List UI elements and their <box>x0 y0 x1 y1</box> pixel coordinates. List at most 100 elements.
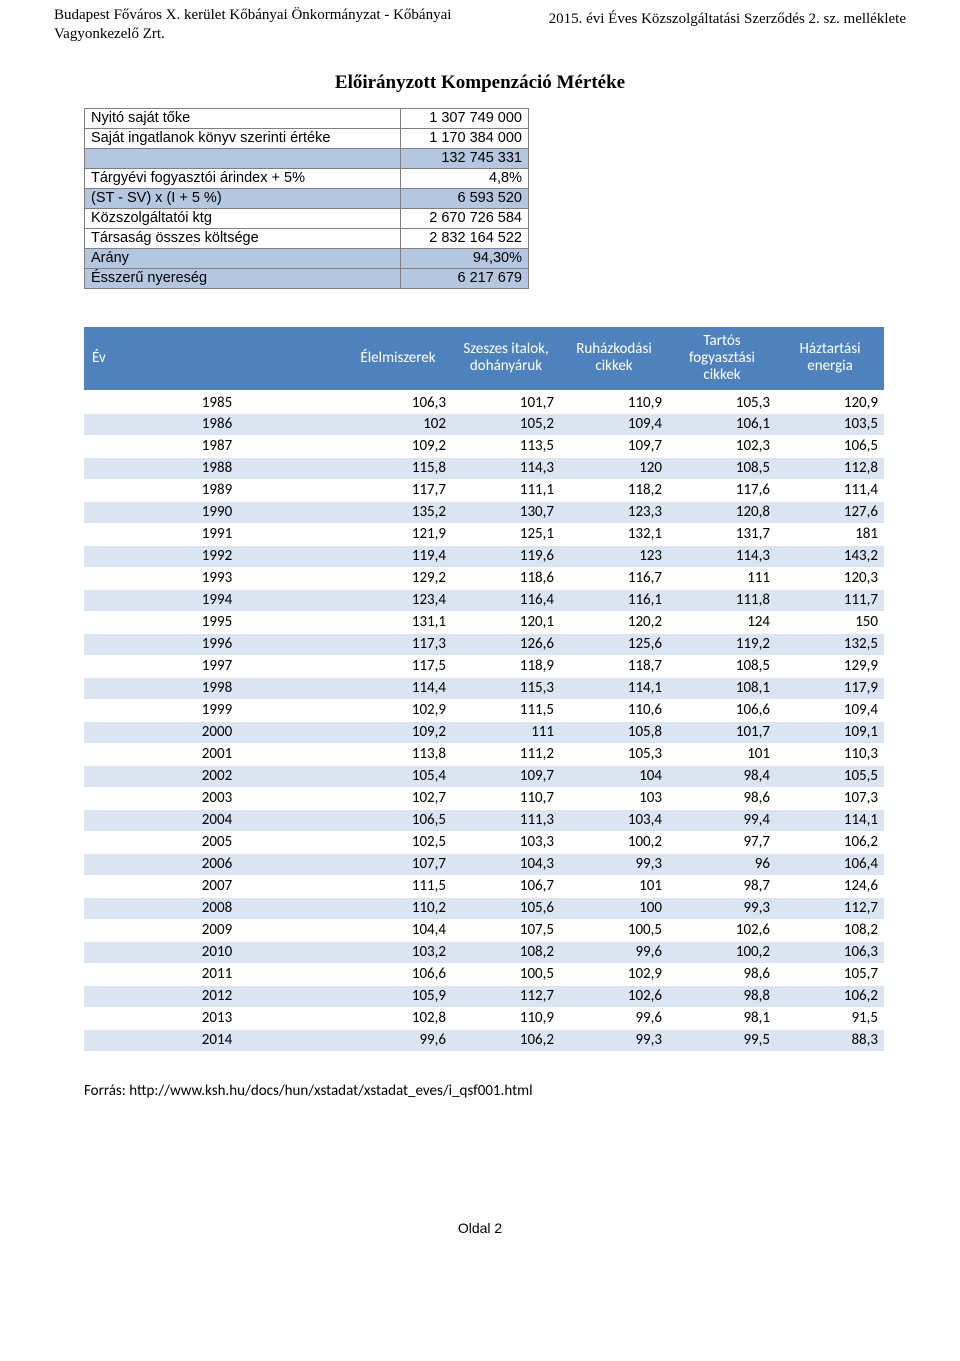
summary-label: Közszolgáltatói ktg <box>85 208 401 228</box>
cell-value: 106,6 <box>668 699 776 721</box>
cell-value: 103,3 <box>452 831 560 853</box>
col-energy: Háztartási energia <box>776 327 884 392</box>
cell-value: 132,5 <box>776 633 884 655</box>
cell-value: 120,1 <box>452 611 560 633</box>
cell-year: 2003 <box>84 787 344 809</box>
cell-value: 101,7 <box>452 391 560 413</box>
table-row: 2000109,2111105,8101,7109,1 <box>84 721 884 743</box>
cell-value: 105,6 <box>452 897 560 919</box>
cell-value: 110,7 <box>452 787 560 809</box>
cell-year: 1998 <box>84 677 344 699</box>
cell-value: 135,2 <box>344 501 452 523</box>
cell-value: 100 <box>560 897 668 919</box>
cell-value: 99,6 <box>344 1029 452 1051</box>
header-left: Budapest Főváros X. kerület Kőbányai Önk… <box>54 6 494 44</box>
cell-value: 102,6 <box>668 919 776 941</box>
page-title: Előirányzott Kompenzáció Mértéke <box>54 72 906 94</box>
cell-value: 114,1 <box>776 809 884 831</box>
cell-value: 108,5 <box>668 457 776 479</box>
table-row: 1989117,7111,1118,2117,6111,4 <box>84 479 884 501</box>
cell-year: 1988 <box>84 457 344 479</box>
summary-value: 1 170 384 000 <box>401 128 529 148</box>
cell-value: 114,3 <box>452 457 560 479</box>
cell-year: 1996 <box>84 633 344 655</box>
cell-value: 106,1 <box>668 413 776 435</box>
cell-value: 116,1 <box>560 589 668 611</box>
cell-value: 99,4 <box>668 809 776 831</box>
cell-value: 106,3 <box>344 391 452 413</box>
cell-value: 97,7 <box>668 831 776 853</box>
cell-year: 1991 <box>84 523 344 545</box>
cell-value: 103,5 <box>776 413 884 435</box>
table-row: 2002105,4109,710498,4105,5 <box>84 765 884 787</box>
summary-label: Tárgyévi fogyasztói árindex + 5% <box>85 168 401 188</box>
summary-value: 94,30% <box>401 248 529 268</box>
cell-value: 106,6 <box>344 963 452 985</box>
table-row: 1995131,1120,1120,2124150 <box>84 611 884 633</box>
summary-row: 132 745 331 <box>85 148 529 168</box>
cell-value: 119,4 <box>344 545 452 567</box>
cell-year: 2004 <box>84 809 344 831</box>
cell-year: 1987 <box>84 435 344 457</box>
cell-value: 125,1 <box>452 523 560 545</box>
table-row: 1985106,3101,7110,9105,3120,9 <box>84 391 884 413</box>
cell-value: 99,3 <box>560 853 668 875</box>
cell-value: 91,5 <box>776 1007 884 1029</box>
cell-value: 101,7 <box>668 721 776 743</box>
cell-value: 118,9 <box>452 655 560 677</box>
cell-value: 117,6 <box>668 479 776 501</box>
summary-label: Ésszerű nyereség <box>85 268 401 288</box>
table-row: 2011106,6100,5102,998,6105,7 <box>84 963 884 985</box>
cell-value: 143,2 <box>776 545 884 567</box>
summary-label: Saját ingatlanok könyv szerinti értéke <box>85 128 401 148</box>
cell-value: 102,9 <box>560 963 668 985</box>
cell-value: 99,3 <box>560 1029 668 1051</box>
cell-value: 102 <box>344 413 452 435</box>
cell-value: 102,3 <box>668 435 776 457</box>
cell-value: 107,3 <box>776 787 884 809</box>
cell-value: 106,7 <box>452 875 560 897</box>
page-header: Budapest Főváros X. kerület Kőbányai Önk… <box>54 6 906 44</box>
cell-value: 88,3 <box>776 1029 884 1051</box>
cell-value: 131,1 <box>344 611 452 633</box>
cell-value: 99,3 <box>668 897 776 919</box>
summary-label <box>85 148 401 168</box>
cell-value: 110,6 <box>560 699 668 721</box>
table-row: 1987109,2113,5109,7102,3106,5 <box>84 435 884 457</box>
cell-year: 1999 <box>84 699 344 721</box>
cell-value: 120,9 <box>776 391 884 413</box>
cell-value: 106,2 <box>452 1029 560 1051</box>
cell-year: 2002 <box>84 765 344 787</box>
page: Budapest Főváros X. kerület Kőbányai Önk… <box>0 0 960 1276</box>
summary-row: Arány94,30% <box>85 248 529 268</box>
cell-value: 111 <box>452 721 560 743</box>
cell-year: 1989 <box>84 479 344 501</box>
cell-value: 100,5 <box>452 963 560 985</box>
cell-value: 124 <box>668 611 776 633</box>
summary-row: (ST - SV) x (I + 5 %)6 593 520 <box>85 188 529 208</box>
cell-value: 105,5 <box>776 765 884 787</box>
cell-value: 117,5 <box>344 655 452 677</box>
cell-year: 1995 <box>84 611 344 633</box>
cell-value: 107,5 <box>452 919 560 941</box>
cell-value: 114,1 <box>560 677 668 699</box>
cell-value: 99,6 <box>560 1007 668 1029</box>
col-clothing: Ruházkodási cikkek <box>560 327 668 392</box>
table-row: 1993129,2118,6116,7111120,3 <box>84 567 884 589</box>
cell-year: 1992 <box>84 545 344 567</box>
cell-value: 106,5 <box>344 809 452 831</box>
table-row: 2008110,2105,610099,3112,7 <box>84 897 884 919</box>
data-table: Év Élelmiszerek Szeszes italok, dohányár… <box>84 327 884 1052</box>
cell-value: 102,5 <box>344 831 452 853</box>
table-row: 201499,6106,299,399,588,3 <box>84 1029 884 1051</box>
cell-value: 105,9 <box>344 985 452 1007</box>
table-row: 2001113,8111,2105,3101110,3 <box>84 743 884 765</box>
table-row: 1986102105,2109,4106,1103,5 <box>84 413 884 435</box>
cell-year: 2007 <box>84 875 344 897</box>
cell-value: 116,4 <box>452 589 560 611</box>
cell-value: 111,3 <box>452 809 560 831</box>
cell-value: 98,6 <box>668 963 776 985</box>
cell-value: 109,7 <box>452 765 560 787</box>
cell-value: 99,6 <box>560 941 668 963</box>
cell-year: 1990 <box>84 501 344 523</box>
